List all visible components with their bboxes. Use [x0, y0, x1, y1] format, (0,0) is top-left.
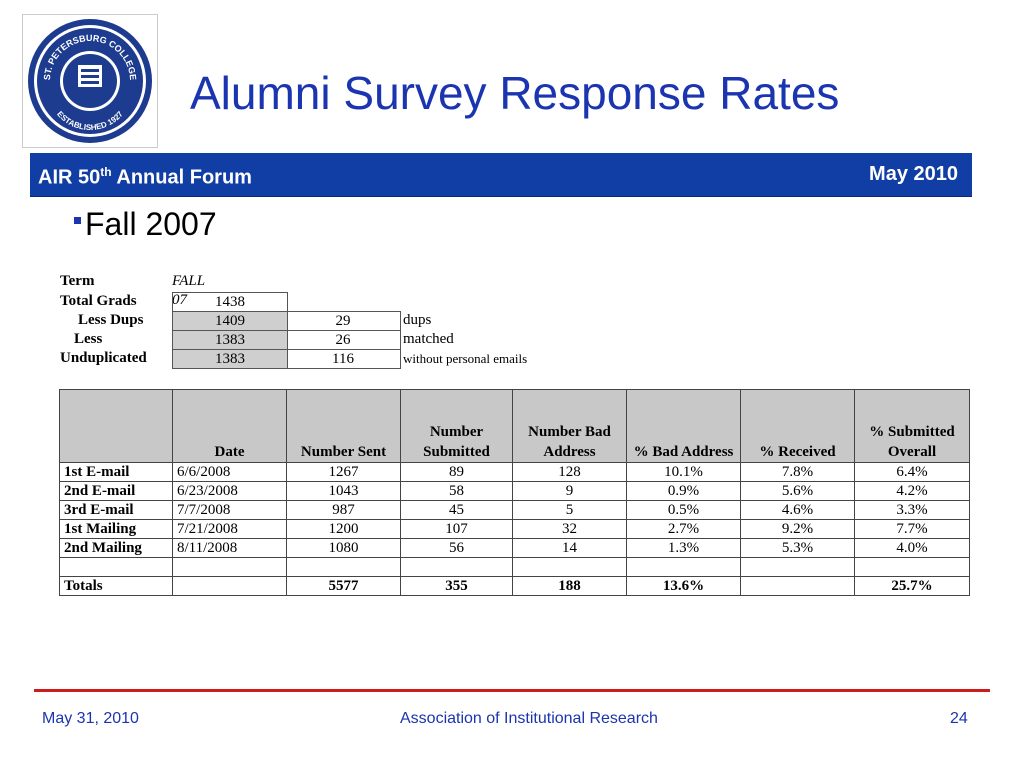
bullet-item: Fall 2007 — [74, 206, 217, 243]
table-row: 1st Mailing 7/21/2008 1200 107 32 2.7% 9.2%… — [59, 519, 970, 539]
page-number: 24 — [950, 710, 968, 727]
header-cell — [59, 389, 173, 463]
table-row: 2nd E-mail 6/23/2008 1043 58 9 0.9% 5.6% 4.2… — [59, 481, 970, 501]
header-cell: Number Bad Address — [512, 389, 627, 463]
header-cell: Number Submitted — [400, 389, 513, 463]
table-header-row: Date Number Sent Number Submitted Number… — [59, 389, 970, 463]
banner-date: May 2010 — [869, 163, 958, 185]
bullet-square-icon — [74, 217, 81, 225]
forum-name: AIR 50th Annual Forum — [38, 165, 252, 189]
term-label: Term — [60, 273, 95, 289]
college-seal-logo: ST. PETERSBURG COLLEGE ESTABLISHED 1927 — [22, 14, 158, 148]
header-cell: Number Sent — [286, 389, 401, 463]
header-cell: % Bad Address — [626, 389, 741, 463]
footer-date: May 31, 2010 — [42, 710, 139, 727]
response-rate-table: Date Number Sent Number Submitted Number… — [59, 389, 970, 596]
header-cell: Date — [172, 389, 287, 463]
table-row: 1st E-mail 6/6/2008 1267 89 128 10.1% 7.8% 6… — [59, 462, 970, 482]
table-row: 3rd E-mail 7/7/2008 987 45 5 0.5% 4.6% 3.3% — [59, 500, 970, 520]
footer-organization: Association of Institutional Research — [400, 710, 658, 727]
term-value: FALL 07 — [172, 273, 205, 308]
footer-divider — [34, 689, 990, 692]
header-cell: % Received — [740, 389, 855, 463]
header-cell: % Submitted Overall — [854, 389, 970, 463]
table-row-blank — [59, 557, 970, 577]
table-row: 2nd Mailing 8/11/2008 1080 56 14 1.3% 5.3% 4… — [59, 538, 970, 558]
table-row-totals: Totals 5577 355 188 13.6% 25.7% — [59, 576, 970, 596]
slide-title: Alumni Survey Response Rates — [190, 67, 840, 119]
conference-banner: AIR 50th Annual Forum May 2010 — [30, 153, 972, 197]
